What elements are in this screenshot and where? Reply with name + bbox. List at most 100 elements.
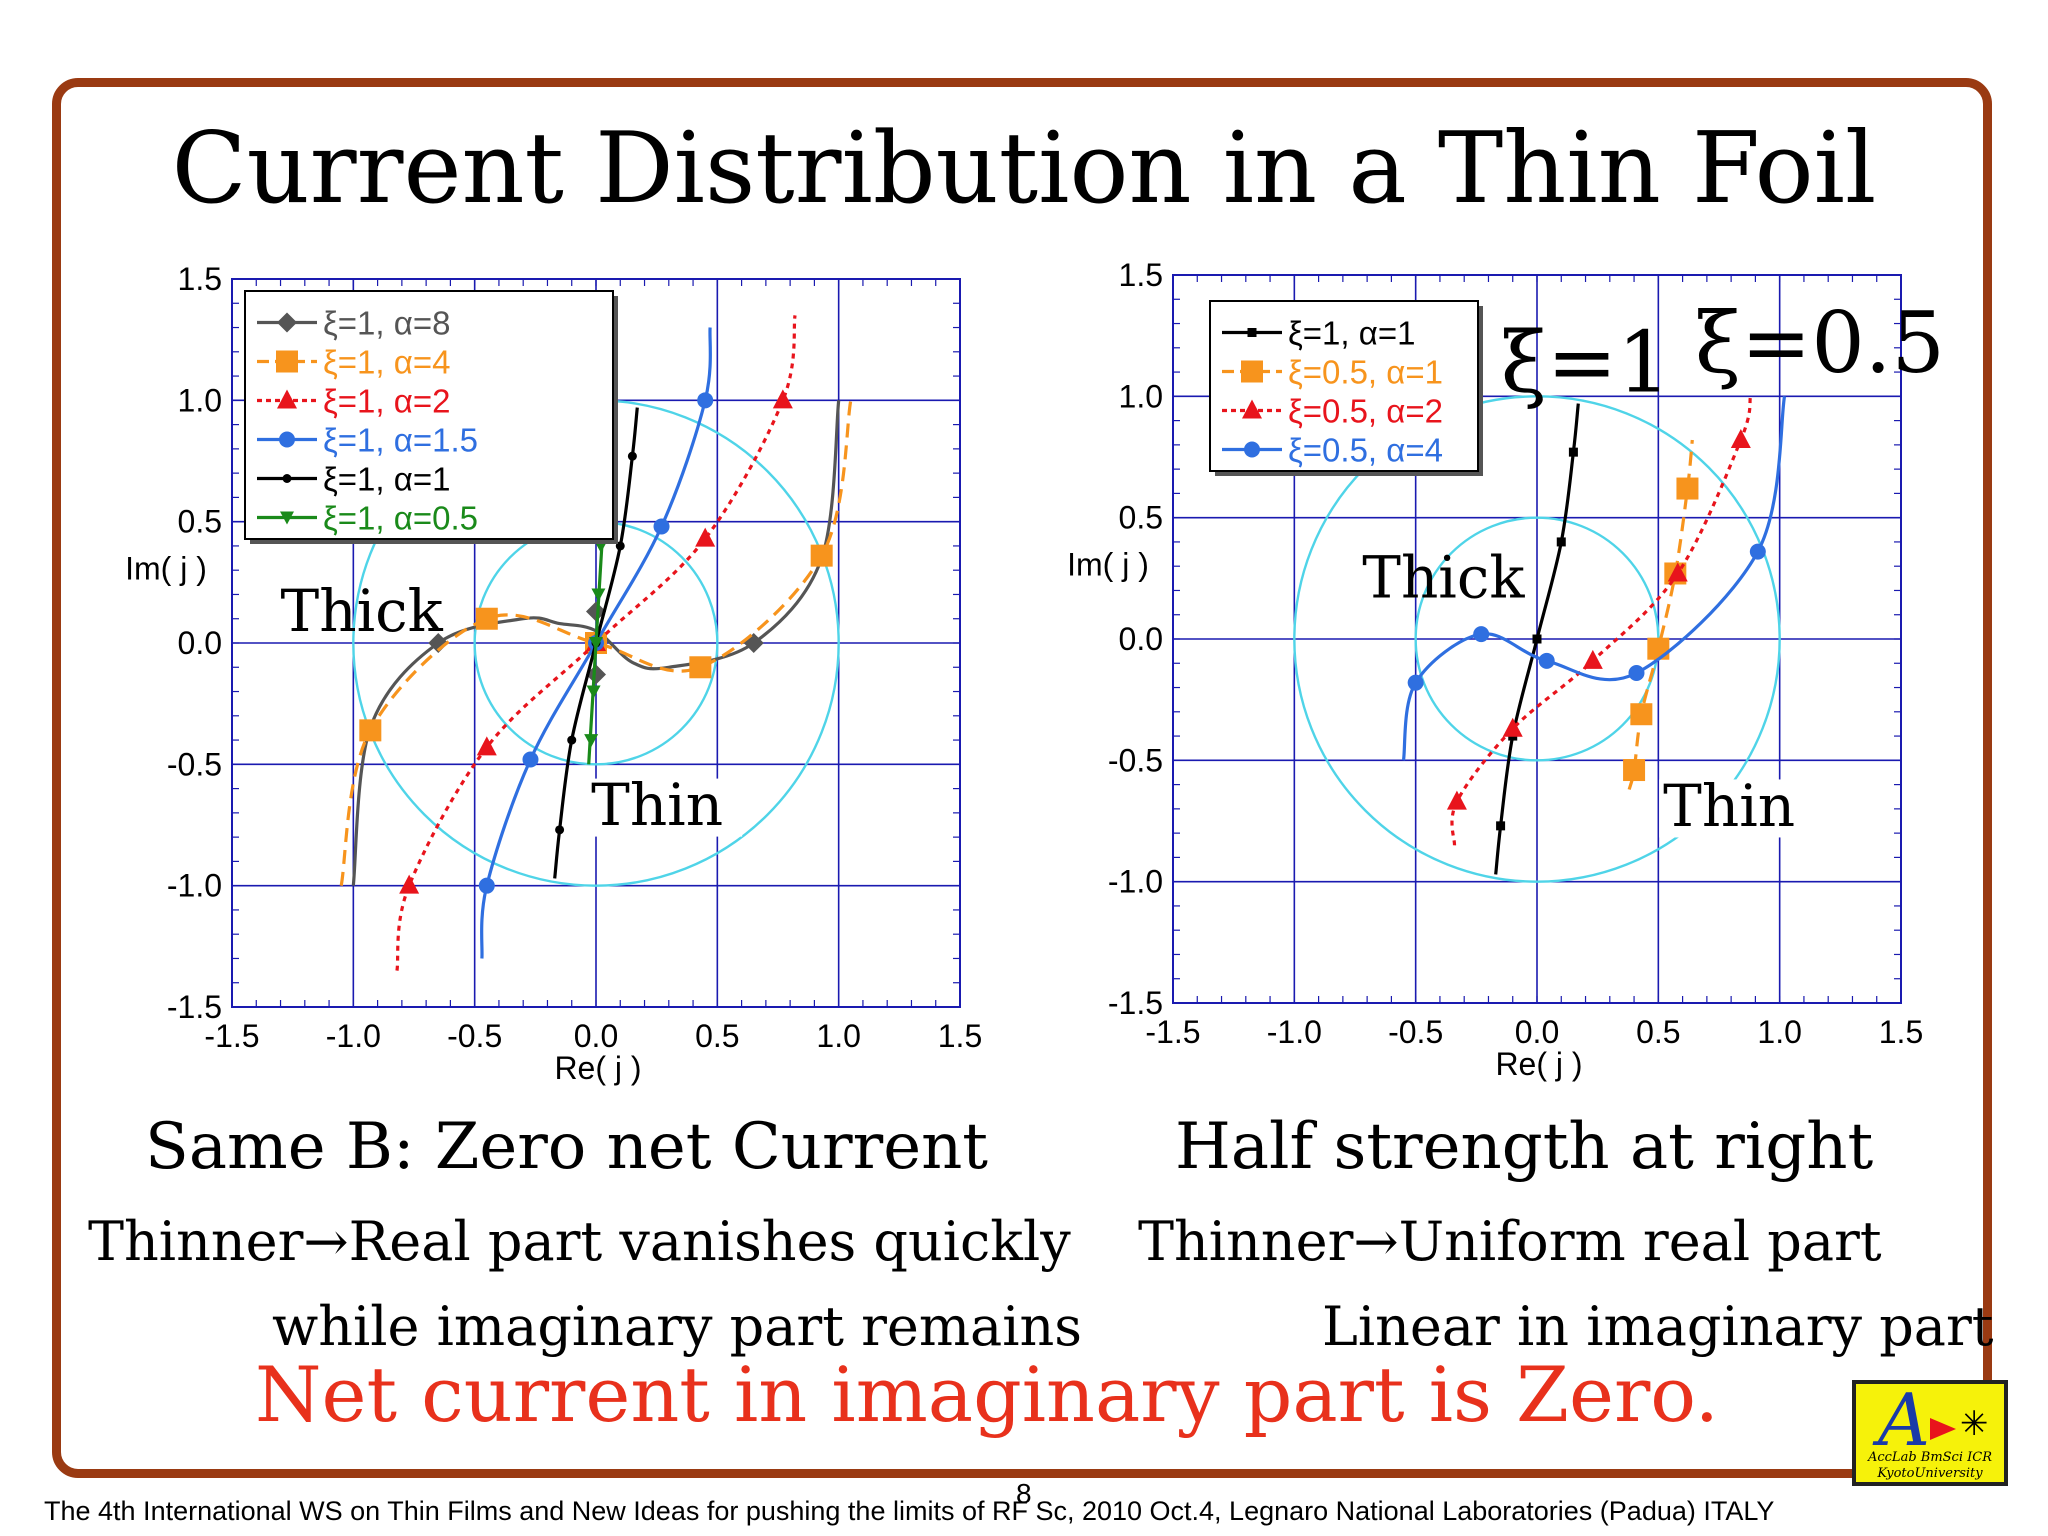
data-point [1647, 637, 1670, 660]
data-point [399, 874, 420, 894]
y-tick-label: -1.5 [1108, 985, 1163, 1021]
series-line [1450, 395, 1753, 846]
x-axis-label: Re( j ) [554, 1050, 641, 1086]
x-tick-label: -0.5 [447, 1018, 502, 1054]
data-point [428, 633, 449, 653]
right-line2: Linear in imaginary part [1322, 1295, 1994, 1358]
data-point [1473, 626, 1490, 643]
data-point [1532, 634, 1542, 644]
data-point [589, 637, 603, 650]
legend-marker [1247, 328, 1257, 337]
legend-label: ξ=1, α=4 [323, 344, 450, 381]
right-heading: Half strength at right [1175, 1110, 1874, 1184]
left-heading: Same B: Zero net Current [145, 1110, 988, 1184]
y-tick-label: -1.5 [167, 989, 222, 1025]
data-point [522, 751, 539, 768]
legend-marker [276, 350, 298, 373]
annotation-background [1659, 779, 1815, 838]
x-tick-label: 1.0 [1757, 1014, 1801, 1050]
data-point [1630, 703, 1653, 726]
data-point [772, 389, 793, 409]
data-point [586, 601, 606, 622]
chart-left: -1.5 -1.0 -0.5 0.0 0.5 1.0 1.5 -1.5 -1.0 -0.5 0.0 0… [125, 261, 982, 1086]
y-tick-label: -1.0 [167, 868, 222, 904]
logo-arrow-icon [1930, 1418, 1956, 1440]
data-point [627, 451, 637, 461]
y-axis-label: Im( j ) [1067, 547, 1149, 583]
y-tick-label: -0.5 [167, 746, 222, 782]
data-point [653, 518, 670, 535]
annotation-thick: Thick [281, 577, 444, 645]
x-tick-label: -1.5 [1145, 1014, 1200, 1050]
footer-text: The 4th International WS on Thin Films a… [44, 1496, 1775, 1526]
data-point [584, 734, 599, 748]
data-point [586, 664, 606, 685]
data-point [586, 685, 601, 699]
legend-label: ξ=1, α=1 [323, 461, 450, 498]
y-tick-label: 0.5 [1119, 500, 1163, 536]
series-4 [1401, 396, 1787, 761]
logo-line2: KyotoUniversity [1877, 1466, 1983, 1481]
slide-title: Current Distribution in a Thin Foil [171, 112, 1877, 226]
x-tick-label: -0.5 [1388, 1014, 1443, 1050]
left-line2: while imaginary part remains [272, 1295, 1082, 1358]
data-point [695, 527, 716, 547]
legend-label: ξ=1, α=1.5 [323, 422, 478, 459]
data-point [1749, 543, 1766, 560]
y-tick-label: 1.0 [1119, 378, 1163, 414]
y-tick-label: -1.0 [1108, 864, 1163, 900]
legend-label: ξ=0.5, α=1 [1288, 354, 1443, 391]
logo-line1: AccLab BmSci ICR [1867, 1450, 1992, 1465]
page-number: 8 [1016, 1478, 1032, 1509]
data-point [591, 588, 606, 602]
data-point [476, 736, 497, 756]
legend-marker [277, 312, 297, 333]
annotation-xi05: ξ=0.5 [1695, 294, 1945, 392]
data-point [1582, 649, 1603, 669]
x-tick-label: -1.0 [326, 1018, 381, 1054]
legend-label: ξ=1, α=1 [1288, 315, 1415, 352]
y-tick-label: 0.0 [1119, 621, 1163, 657]
x-tick-label: -1.0 [1267, 1014, 1322, 1050]
data-point [1568, 447, 1578, 457]
legend-marker [277, 389, 297, 409]
legend-box [244, 290, 614, 540]
legend-label: ξ=1, α=8 [323, 305, 450, 342]
legend: ξ=1, α=1ξ=0.5, α=1ξ=0.5, α=2ξ=0.5, α=4 [1209, 300, 1483, 476]
x-tick-label: 1.0 [816, 1018, 860, 1054]
y-tick-label: -0.5 [1108, 742, 1163, 778]
y-axis-label: Im( j ) [125, 551, 207, 587]
data-point [697, 392, 714, 409]
data-point [1496, 821, 1506, 831]
x-tick-label: 0.0 [574, 1018, 618, 1054]
chart-right: -1.5 -1.0 -0.5 0.0 0.5 1.0 1.5 -1.5 -1.0 -0.5 0.0 0… [1067, 257, 1945, 1082]
logo-letter: A [1878, 1378, 1930, 1462]
data-point [1676, 477, 1699, 500]
legend-label: ξ=0.5, α=4 [1288, 432, 1443, 469]
data-point [1628, 664, 1645, 681]
y-tick-label: 1.5 [1119, 257, 1163, 293]
legend: ξ=1, α=8ξ=1, α=4ξ=1, α=2ξ=1, α=1.5ξ=1, α… [244, 290, 618, 544]
x-tick-label: 0.5 [695, 1018, 739, 1054]
legend-marker [280, 511, 294, 525]
x-tick-label: -1.5 [204, 1018, 259, 1054]
data-point [1538, 652, 1555, 669]
conclusion-text: Net current in imaginary part is Zero. [255, 1350, 1719, 1439]
y-tick-label: 0.5 [178, 504, 222, 540]
annotation-thick: Thick [1362, 544, 1525, 612]
data-point [1446, 790, 1467, 810]
data-point [555, 825, 565, 835]
right-line1: Thinner→Uniform real part [1138, 1210, 1882, 1273]
data-point [475, 607, 498, 630]
x-tick-label: 0.0 [1515, 1014, 1559, 1050]
legend-marker [1242, 399, 1262, 419]
x-axis-label: Re( j ) [1495, 1046, 1582, 1082]
data-point [1730, 429, 1751, 449]
legend-marker [282, 474, 292, 483]
slide-frame [52, 78, 1992, 1478]
data-point [615, 541, 625, 551]
annotation-thin: Thin [1663, 772, 1795, 840]
series-3 [1446, 395, 1753, 846]
left-line1: Thinner→Real part vanishes quickly [88, 1210, 1071, 1273]
data-point [567, 735, 577, 745]
